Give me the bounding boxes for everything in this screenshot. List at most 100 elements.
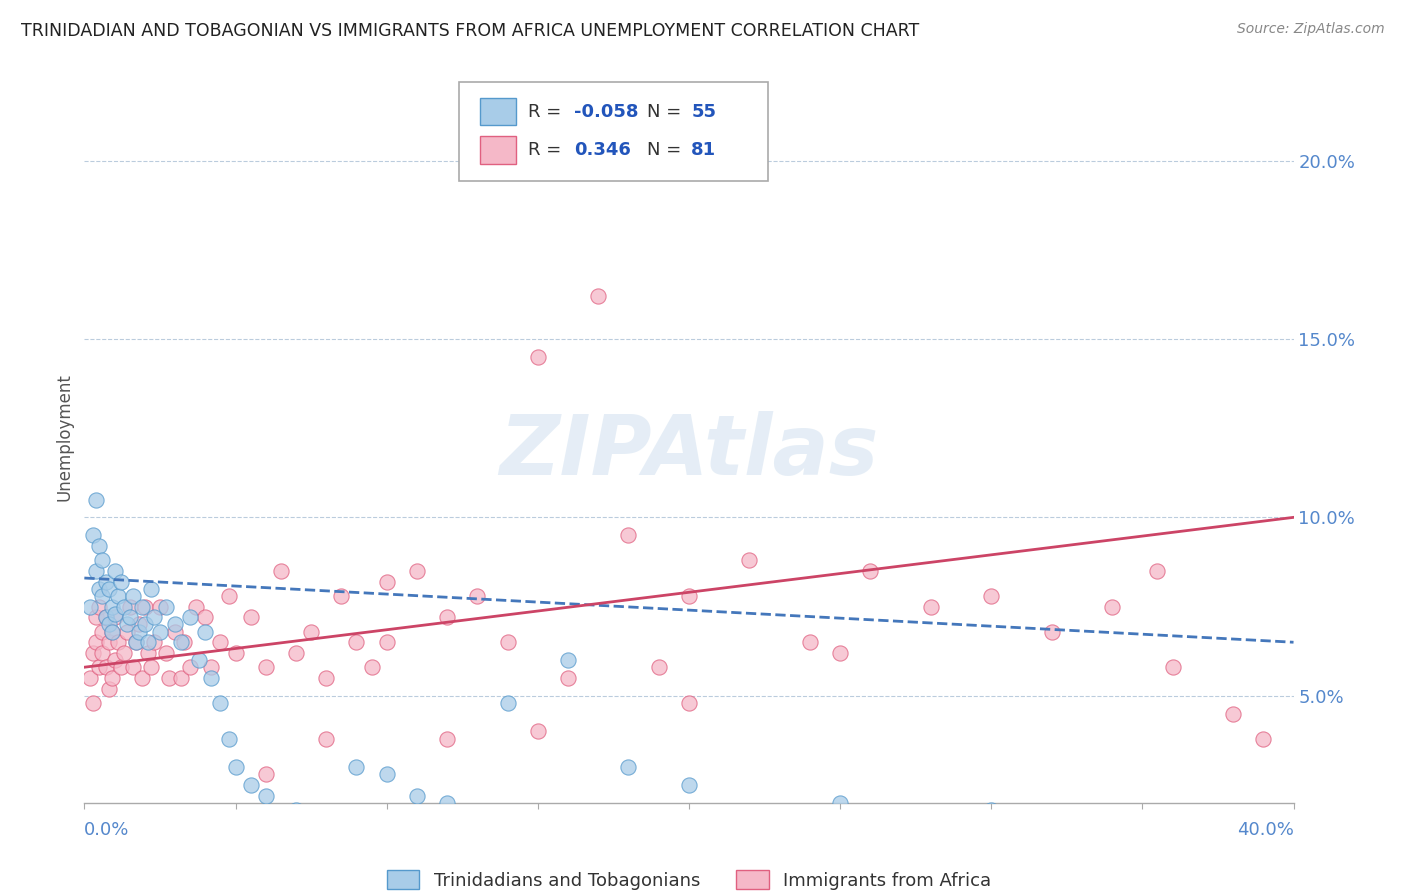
Point (209, 696, 232, 710)
Point (139, 660, 162, 674)
Point (496, 696, 519, 710)
Point (1161, 660, 1184, 674)
Point (91, 553, 114, 567)
Point (110, 660, 132, 674)
Point (436, 610, 458, 624)
Point (97, 582, 120, 596)
Text: TRINIDADIAN AND TOBAGONIAN VS IMMIGRANTS FROM AFRICA UNEMPLOYMENT CORRELATION CH: TRINIDADIAN AND TOBAGONIAN VS IMMIGRANTS… (21, 22, 920, 40)
Text: N =: N = (647, 141, 686, 160)
Point (82, 646, 104, 660)
Point (360, 660, 382, 674)
Point (89, 599, 111, 614)
Point (157, 671, 180, 685)
Point (94, 660, 117, 674)
Text: N =: N = (647, 103, 686, 120)
Point (254, 789, 277, 803)
Point (89, 539, 111, 553)
Point (527, 350, 550, 364)
Point (496, 635, 519, 649)
Point (1222, 814, 1244, 828)
Point (375, 574, 398, 589)
Point (188, 653, 211, 667)
Point (375, 635, 398, 649)
Point (1040, 624, 1063, 639)
Point (128, 624, 150, 639)
Point (315, 731, 337, 746)
Point (285, 803, 308, 817)
Point (436, 796, 458, 810)
Text: 55: 55 (692, 103, 717, 120)
Point (86, 610, 108, 624)
Point (91, 646, 114, 660)
Point (115, 624, 138, 639)
Point (859, 564, 882, 578)
Point (179, 660, 201, 674)
Point (315, 671, 337, 685)
Point (121, 660, 143, 674)
Point (79, 599, 101, 614)
Point (136, 646, 159, 660)
Point (200, 671, 222, 685)
Point (557, 653, 579, 667)
Point (165, 624, 187, 639)
Point (155, 646, 177, 660)
Point (104, 610, 127, 624)
Point (436, 731, 458, 746)
Point (173, 635, 195, 649)
Point (617, 760, 640, 774)
Text: R =: R = (529, 103, 567, 120)
FancyBboxPatch shape (479, 98, 516, 126)
Point (125, 635, 148, 649)
Point (225, 760, 247, 774)
Point (155, 599, 177, 614)
Point (218, 731, 240, 746)
Point (97, 617, 120, 632)
Point (980, 589, 1002, 603)
Point (131, 671, 153, 685)
Point (557, 671, 579, 685)
Point (104, 607, 127, 621)
Point (118, 599, 141, 614)
Point (97, 681, 120, 696)
Point (94, 574, 117, 589)
Point (1253, 731, 1275, 746)
Point (346, 760, 368, 774)
Point (86, 492, 108, 507)
Point (678, 696, 700, 710)
Point (142, 610, 165, 624)
Point (209, 635, 232, 649)
Point (980, 803, 1002, 817)
Point (170, 671, 193, 685)
Point (134, 599, 156, 614)
Point (270, 564, 292, 578)
Point (375, 767, 398, 781)
Point (89, 582, 111, 596)
Point (100, 599, 122, 614)
Point (179, 610, 201, 624)
Point (254, 660, 277, 674)
Point (738, 553, 761, 567)
Point (115, 617, 138, 632)
Point (149, 599, 172, 614)
FancyBboxPatch shape (479, 136, 516, 164)
Point (94, 610, 117, 624)
Point (830, 796, 852, 810)
Point (79, 671, 101, 685)
Point (239, 610, 262, 624)
Point (225, 646, 247, 660)
Point (200, 660, 222, 674)
Point (89, 660, 111, 674)
Point (112, 646, 135, 660)
Point (139, 582, 162, 596)
Point (170, 635, 193, 649)
Text: 0.346: 0.346 (574, 141, 631, 160)
Point (107, 589, 129, 603)
Point (527, 724, 550, 739)
Point (86, 564, 108, 578)
Point (91, 624, 114, 639)
Point (346, 635, 368, 649)
Text: ZIPAtlas: ZIPAtlas (499, 411, 879, 492)
Point (799, 635, 821, 649)
Point (125, 635, 148, 649)
Point (1222, 706, 1244, 721)
